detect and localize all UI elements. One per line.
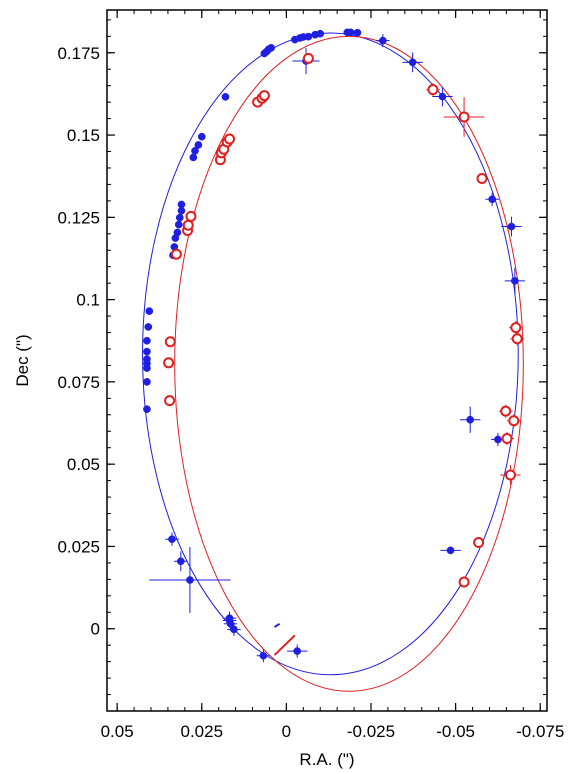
data-point-open (458, 576, 470, 588)
y-tick-label: 0.075 (57, 373, 100, 392)
data-point-filled (145, 307, 154, 315)
data-point-filled (173, 228, 182, 237)
data-point-filled (510, 277, 519, 285)
data-point-filled (259, 651, 268, 660)
data-point-open (427, 84, 439, 96)
data-point-filled (143, 347, 151, 356)
data-point-open (302, 52, 314, 64)
y-tick-label: 0.125 (57, 208, 100, 227)
data-point-filled (177, 200, 186, 209)
data-point-filled (353, 28, 362, 37)
data-point-filled (466, 415, 475, 424)
y-tick-label: 0.15 (67, 126, 100, 145)
data-point-open (182, 219, 194, 231)
data-point-filled (144, 323, 153, 331)
data-point-open (170, 248, 182, 260)
y-tick-label: 0 (91, 620, 100, 639)
axis-ticks: 0.05 0.025 0 -0.025 -0.05 -0.075 0 0.025 0.05 0.0… (57, 10, 564, 741)
data-point-filled (438, 92, 447, 101)
data-point-filled (143, 355, 151, 364)
data-point-open (224, 133, 236, 145)
data-point-filled (168, 535, 176, 544)
orbit-ellipse (174, 35, 524, 692)
x-tick-label: 0.05 (101, 722, 134, 741)
marker-line (273, 634, 296, 656)
x-tick-label: -0.025 (347, 722, 395, 741)
data-points (143, 28, 525, 663)
marker-line (273, 622, 281, 628)
data-point-filled (507, 222, 516, 231)
data-point-open (510, 322, 522, 334)
data-point-open (164, 336, 176, 348)
y-tick-label: 0.175 (57, 44, 100, 63)
data-point-open (164, 395, 176, 407)
data-point-filled (267, 43, 276, 52)
data-point-filled (488, 195, 497, 204)
data-point-filled (197, 132, 206, 141)
data-point-filled (225, 616, 234, 625)
x-tick-label: -0.05 (436, 722, 475, 741)
plot-frame (106, 9, 548, 712)
x-tick-label: -0.075 (516, 722, 564, 741)
y-axis-title: Dec (") (13, 334, 32, 386)
y-tick-label: 0.05 (67, 455, 100, 474)
data-point-open (258, 90, 270, 102)
data-point-open (185, 210, 197, 222)
data-point-open (473, 536, 485, 548)
data-point-open (163, 357, 175, 369)
x-tick-label: 0.025 (180, 722, 223, 741)
data-point-filled (304, 32, 313, 41)
data-point-open (504, 469, 516, 481)
data-point-open (476, 173, 488, 185)
data-point-filled (221, 93, 230, 101)
data-point-open (458, 111, 470, 123)
data-point-filled (293, 647, 302, 655)
data-point-filled (174, 220, 183, 229)
data-point-filled (230, 625, 238, 634)
data-point-filled (446, 546, 455, 555)
orbit-ellipse (142, 32, 519, 676)
data-point-open (511, 333, 523, 345)
data-point-filled (194, 141, 203, 149)
y-tick-label: 0.025 (57, 537, 100, 556)
data-point-filled (143, 336, 151, 345)
data-point-filled (143, 405, 151, 414)
data-point-filled (191, 147, 199, 155)
y-tick-label: 0.1 (76, 291, 100, 310)
data-point-filled (346, 28, 355, 37)
x-tick-label: 0 (282, 722, 291, 741)
data-point-filled (408, 58, 417, 67)
data-point-filled (189, 153, 198, 162)
data-point-filled (186, 576, 194, 584)
data-point-filled (494, 435, 502, 444)
data-point-open (501, 432, 513, 444)
x-axis-title: R.A. (") (299, 750, 354, 769)
periastron-markers (273, 622, 296, 656)
data-point-filled (143, 378, 151, 386)
data-point-open (508, 415, 520, 427)
data-point-filled (316, 29, 325, 38)
orbit-curves (142, 32, 524, 692)
data-point-filled (175, 213, 184, 222)
data-point-filled (378, 36, 387, 45)
data-point-filled (176, 557, 185, 566)
data-point-open (500, 405, 512, 417)
